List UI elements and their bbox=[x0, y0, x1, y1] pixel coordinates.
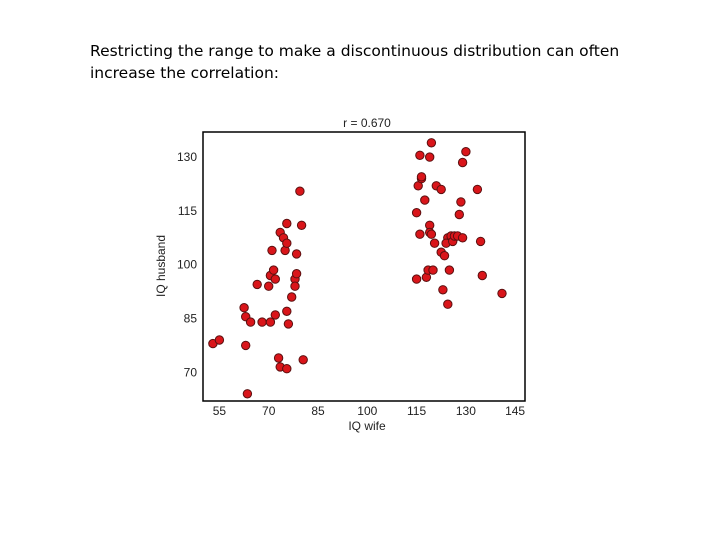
data-point bbox=[497, 288, 507, 299]
data-point bbox=[420, 195, 430, 205]
data-point bbox=[282, 218, 292, 229]
data-point bbox=[239, 303, 249, 313]
x-tick-label: 70 bbox=[262, 404, 276, 418]
y-tick-label: 130 bbox=[177, 150, 197, 164]
data-point bbox=[264, 281, 274, 291]
slide-text-line-1: Restricting the range to make a disconti… bbox=[90, 42, 620, 60]
data-point bbox=[475, 236, 486, 247]
data-point bbox=[295, 186, 305, 196]
data-point bbox=[267, 245, 277, 256]
plot-frame bbox=[202, 131, 526, 402]
x-tick-label: 130 bbox=[456, 404, 476, 418]
slide-text: Restricting the range to make a disconti… bbox=[90, 40, 630, 84]
y-tick-labels: 70 85 100 115 130 bbox=[177, 150, 197, 379]
data-point bbox=[415, 229, 425, 239]
data-point bbox=[282, 238, 292, 248]
x-tick-label: 115 bbox=[407, 404, 426, 418]
data-point bbox=[438, 285, 448, 295]
data-point bbox=[291, 249, 302, 259]
data-point bbox=[241, 340, 251, 351]
data-point bbox=[257, 317, 267, 327]
x-tick-label: 145 bbox=[505, 404, 525, 418]
data-point bbox=[411, 208, 422, 218]
data-point bbox=[477, 270, 487, 281]
data-points bbox=[208, 138, 507, 399]
slide-text-line-2: increase the correlation: bbox=[90, 64, 280, 82]
x-tick-label: 85 bbox=[311, 404, 325, 418]
data-point bbox=[457, 233, 468, 243]
x-tick-label: 100 bbox=[357, 404, 377, 418]
data-point bbox=[298, 355, 308, 365]
y-tick-label: 115 bbox=[178, 204, 197, 218]
x-axis-label: IQ wife bbox=[348, 419, 386, 433]
data-point bbox=[282, 306, 292, 316]
data-point bbox=[416, 172, 427, 182]
data-point bbox=[245, 317, 256, 327]
y-axis-label: IQ husband bbox=[154, 235, 168, 297]
data-point bbox=[411, 274, 422, 284]
y-tick-label: 70 bbox=[184, 365, 198, 379]
data-point bbox=[214, 335, 225, 345]
data-point bbox=[439, 251, 450, 261]
data-point bbox=[454, 209, 464, 220]
data-point bbox=[472, 184, 483, 195]
data-point bbox=[457, 157, 468, 168]
data-point bbox=[242, 389, 253, 399]
data-point bbox=[291, 269, 302, 279]
data-point bbox=[296, 220, 307, 231]
data-point bbox=[425, 152, 435, 162]
data-point bbox=[290, 281, 300, 291]
data-point bbox=[268, 265, 279, 275]
data-point bbox=[444, 265, 455, 275]
data-point bbox=[426, 229, 437, 239]
data-point bbox=[283, 319, 294, 329]
data-point bbox=[265, 317, 276, 327]
data-point bbox=[428, 265, 438, 275]
data-point bbox=[429, 238, 440, 248]
chart-title: r = 0.670 bbox=[343, 116, 391, 130]
data-point bbox=[282, 364, 292, 374]
data-point bbox=[415, 150, 425, 161]
y-tick-label: 85 bbox=[184, 312, 198, 326]
data-point bbox=[273, 353, 284, 363]
data-point bbox=[252, 279, 262, 290]
x-tick-labels: 55 70 85 100 115 130 145 bbox=[213, 404, 526, 418]
data-point bbox=[461, 147, 471, 157]
data-point bbox=[270, 310, 280, 320]
x-tick-label: 55 bbox=[213, 404, 227, 418]
y-tick-label: 100 bbox=[177, 258, 197, 272]
data-point bbox=[287, 292, 297, 302]
data-point bbox=[456, 197, 466, 207]
data-point bbox=[270, 274, 280, 284]
data-point bbox=[426, 138, 437, 148]
data-point bbox=[443, 299, 453, 309]
data-point bbox=[436, 184, 446, 195]
